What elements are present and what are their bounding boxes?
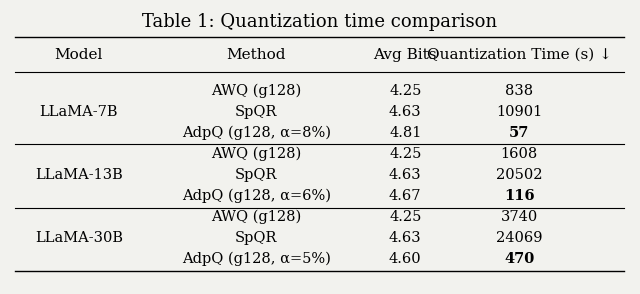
Text: Method: Method: [227, 48, 286, 62]
Text: 3740: 3740: [500, 210, 538, 224]
Text: AWQ (g128): AWQ (g128): [211, 210, 301, 224]
Text: AdpQ (g128, α=5%): AdpQ (g128, α=5%): [182, 252, 331, 266]
Text: 4.63: 4.63: [389, 231, 422, 245]
Text: 116: 116: [504, 189, 534, 203]
Text: AdpQ (g128, α=6%): AdpQ (g128, α=6%): [182, 189, 331, 203]
Text: AWQ (g128): AWQ (g128): [211, 147, 301, 161]
Text: 4.67: 4.67: [389, 189, 422, 203]
Text: 4.25: 4.25: [389, 147, 421, 161]
Text: Table 1: Quantization time comparison: Table 1: Quantization time comparison: [142, 13, 497, 31]
Text: 4.25: 4.25: [389, 84, 421, 98]
Text: 4.63: 4.63: [389, 168, 422, 182]
Text: 838: 838: [505, 84, 533, 98]
Text: 4.63: 4.63: [389, 105, 422, 119]
Text: 57: 57: [509, 126, 529, 140]
Text: 4.81: 4.81: [389, 126, 421, 140]
Text: 20502: 20502: [496, 168, 543, 182]
Text: LLaMA-13B: LLaMA-13B: [35, 168, 123, 182]
Text: 1608: 1608: [500, 147, 538, 161]
Text: 10901: 10901: [496, 105, 543, 119]
Text: 4.60: 4.60: [389, 252, 422, 266]
Text: SpQR: SpQR: [235, 168, 278, 182]
Text: Model: Model: [54, 48, 103, 62]
Text: Avg Bits: Avg Bits: [374, 48, 437, 62]
Text: LLaMA-30B: LLaMA-30B: [35, 231, 123, 245]
Text: LLaMA-7B: LLaMA-7B: [40, 105, 118, 119]
Text: 24069: 24069: [496, 231, 543, 245]
Text: 470: 470: [504, 252, 534, 266]
Text: SpQR: SpQR: [235, 231, 278, 245]
Text: AWQ (g128): AWQ (g128): [211, 83, 301, 98]
Text: SpQR: SpQR: [235, 105, 278, 119]
Text: 4.25: 4.25: [389, 210, 421, 224]
Text: AdpQ (g128, α=8%): AdpQ (g128, α=8%): [182, 126, 331, 140]
Text: Quantization Time (s) ↓: Quantization Time (s) ↓: [427, 48, 612, 62]
